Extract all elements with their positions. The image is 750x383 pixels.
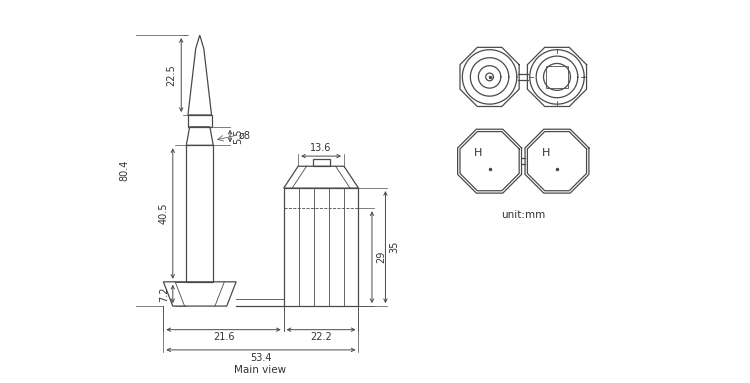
Text: 29: 29 (376, 251, 386, 264)
Text: unit:mm: unit:mm (501, 210, 545, 220)
Text: H: H (474, 148, 482, 158)
Text: 22.2: 22.2 (310, 332, 332, 342)
Text: 7.2: 7.2 (159, 286, 169, 302)
Text: 80.4: 80.4 (119, 160, 129, 181)
Text: H: H (542, 148, 550, 158)
Text: 5.5: 5.5 (233, 128, 244, 144)
Text: Main view: Main view (234, 365, 286, 375)
Text: 35: 35 (389, 241, 400, 253)
Text: 13.6: 13.6 (310, 143, 332, 154)
Text: 53.4: 53.4 (251, 353, 272, 363)
Text: 21.6: 21.6 (213, 332, 234, 342)
Text: 22.5: 22.5 (166, 64, 176, 86)
Text: 40.5: 40.5 (159, 203, 169, 224)
Text: ø8: ø8 (238, 130, 250, 140)
